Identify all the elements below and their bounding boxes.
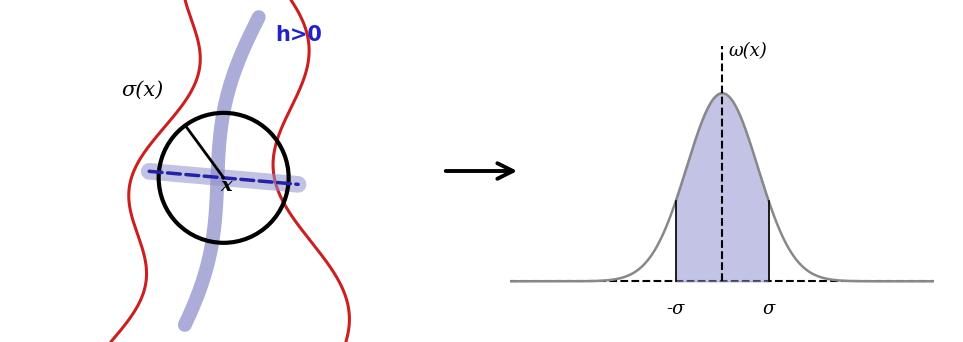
Text: ω(x): ω(x) <box>728 42 767 61</box>
Text: -σ: -σ <box>666 300 685 318</box>
Text: x: x <box>221 177 232 195</box>
Text: h>0: h>0 <box>275 25 322 45</box>
Text: σ: σ <box>763 300 775 318</box>
Text: σ(x): σ(x) <box>121 81 164 100</box>
